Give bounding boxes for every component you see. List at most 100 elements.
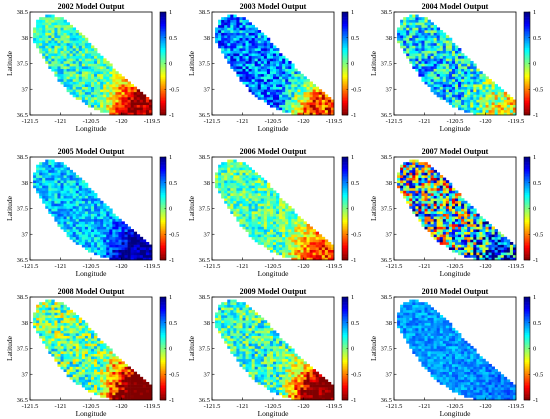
heatmap-cell bbox=[467, 66, 471, 69]
colorbar-segment bbox=[524, 235, 530, 238]
heatmap-cell bbox=[230, 60, 234, 64]
heatmap-cell bbox=[127, 231, 131, 235]
heatmap-cell bbox=[470, 218, 474, 222]
heatmap-cell bbox=[57, 48, 61, 51]
heatmap-cell bbox=[415, 27, 419, 31]
heatmap-cell bbox=[87, 187, 92, 191]
heatmap-cell bbox=[266, 185, 271, 189]
heatmap-cell bbox=[248, 231, 252, 235]
heatmap-cell bbox=[257, 94, 262, 98]
heatmap-cell bbox=[57, 185, 61, 189]
heatmap-cell bbox=[42, 185, 46, 189]
heatmap-cell bbox=[60, 208, 64, 212]
heatmap-cell bbox=[309, 86, 313, 90]
heatmap-cell bbox=[464, 254, 468, 258]
heatmap-cell bbox=[479, 216, 483, 220]
heatmap-cell bbox=[421, 180, 425, 184]
colorbar-segment bbox=[342, 239, 348, 242]
heatmap-cell bbox=[430, 190, 434, 194]
heatmap-cell bbox=[263, 42, 268, 46]
heatmap-cell bbox=[251, 226, 255, 230]
colorbar-segment bbox=[342, 92, 348, 95]
heatmap-cell bbox=[269, 211, 274, 214]
heatmap-cell bbox=[464, 223, 468, 227]
heatmap-cell bbox=[75, 58, 80, 62]
heatmap-cell bbox=[239, 211, 243, 214]
heatmap-cell bbox=[430, 167, 434, 171]
heatmap-cell bbox=[494, 112, 498, 116]
heatmap-cell bbox=[236, 53, 240, 57]
heatmap-cell bbox=[254, 182, 259, 186]
heatmap-cell bbox=[248, 89, 252, 93]
heatmap-cell bbox=[63, 172, 67, 176]
heatmap-cell bbox=[260, 180, 265, 184]
heatmap-cell bbox=[297, 89, 301, 93]
colorbar: 10.50-0.5-1 bbox=[341, 9, 361, 119]
heatmap-cell bbox=[494, 107, 498, 111]
heatmap-cell bbox=[242, 213, 246, 217]
heatmap-cell bbox=[106, 223, 110, 227]
heatmap-cell bbox=[260, 211, 265, 214]
heatmap-cell bbox=[439, 86, 444, 90]
heatmap-cell bbox=[291, 223, 295, 227]
heatmap-cell bbox=[51, 185, 55, 189]
heatmap-cell bbox=[48, 205, 52, 209]
heatmap-cell bbox=[512, 109, 517, 113]
heatmap-cell bbox=[430, 223, 434, 227]
heatmap-cell bbox=[257, 35, 262, 39]
heatmap-cell bbox=[303, 86, 307, 90]
heatmap-cell bbox=[488, 89, 492, 93]
heatmap-cell bbox=[415, 193, 419, 196]
heatmap-cell bbox=[69, 198, 73, 202]
heatmap-cell bbox=[409, 42, 413, 46]
heatmap-cell bbox=[115, 249, 119, 253]
heatmap-cell bbox=[436, 84, 441, 87]
heatmap-cell bbox=[421, 216, 425, 220]
heatmap-cell bbox=[509, 257, 514, 261]
heatmap-cell bbox=[266, 208, 271, 212]
heatmap-cell bbox=[81, 99, 86, 103]
colorbar-tick-label: 1 bbox=[533, 154, 536, 161]
heatmap-cell bbox=[461, 241, 465, 245]
heatmap-cell bbox=[42, 53, 46, 57]
heatmap-cell bbox=[291, 236, 295, 240]
heatmap-cell bbox=[81, 48, 86, 51]
heatmap-cell bbox=[103, 96, 107, 100]
heatmap-cell bbox=[115, 73, 119, 77]
heatmap-cell bbox=[97, 247, 101, 251]
heatmap-cell bbox=[321, 91, 326, 95]
heatmap-cell bbox=[121, 99, 125, 103]
heatmap-cell bbox=[433, 203, 437, 207]
heatmap-cell bbox=[100, 244, 104, 248]
colorbar-segment bbox=[524, 51, 530, 54]
heatmap-cell bbox=[458, 81, 462, 85]
heatmap-cell bbox=[221, 190, 225, 194]
heatmap-cell bbox=[415, 17, 419, 21]
colorbar-segment bbox=[524, 39, 530, 42]
heatmap-cell bbox=[400, 167, 404, 171]
heatmap-cell bbox=[436, 234, 441, 238]
heatmap-cell bbox=[409, 24, 413, 28]
heatmap-cell bbox=[118, 247, 122, 251]
heatmap-cell bbox=[84, 193, 89, 196]
colorbar-segment bbox=[160, 58, 166, 61]
heatmap-cell bbox=[121, 86, 125, 90]
colorbar-segment bbox=[524, 17, 530, 20]
heatmap-cell bbox=[282, 254, 286, 258]
heatmap-cell bbox=[103, 91, 107, 95]
heatmap-cell bbox=[91, 71, 95, 75]
heatmap-cell bbox=[276, 213, 280, 217]
heatmap-cell bbox=[72, 205, 77, 209]
heatmap-cell bbox=[60, 27, 64, 31]
x-tick-label: -121 bbox=[55, 263, 67, 270]
heatmap-cell bbox=[236, 193, 240, 196]
heatmap-cell bbox=[503, 96, 508, 100]
heatmap-cell bbox=[276, 68, 280, 72]
heatmap-cell bbox=[42, 42, 46, 46]
heatmap-cell bbox=[257, 223, 262, 227]
heatmap-cell bbox=[63, 76, 67, 80]
heatmap-cell bbox=[427, 208, 431, 212]
heatmap-cell bbox=[403, 180, 407, 184]
heatmap-cell bbox=[470, 241, 474, 245]
heatmap-cell bbox=[269, 53, 274, 57]
